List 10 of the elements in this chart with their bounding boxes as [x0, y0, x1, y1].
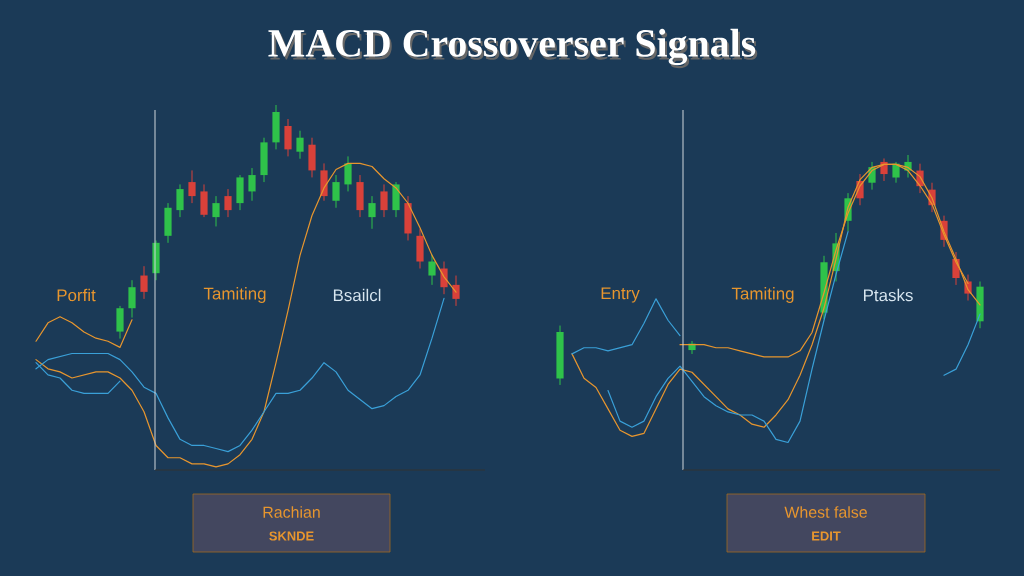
annotation: Ptasks: [863, 288, 913, 302]
annotation: Tamiting: [731, 287, 794, 303]
annotation: Bsailcl: [333, 288, 381, 302]
text: Rachian: [263, 506, 320, 518]
annotation: Porfit: [57, 288, 96, 302]
text: SKNDE: [269, 531, 314, 541]
annotation: Tamiting: [203, 287, 266, 303]
text: Whest false: [784, 506, 867, 518]
annotation: Entry: [601, 287, 640, 303]
text: EDIT: [812, 531, 841, 541]
